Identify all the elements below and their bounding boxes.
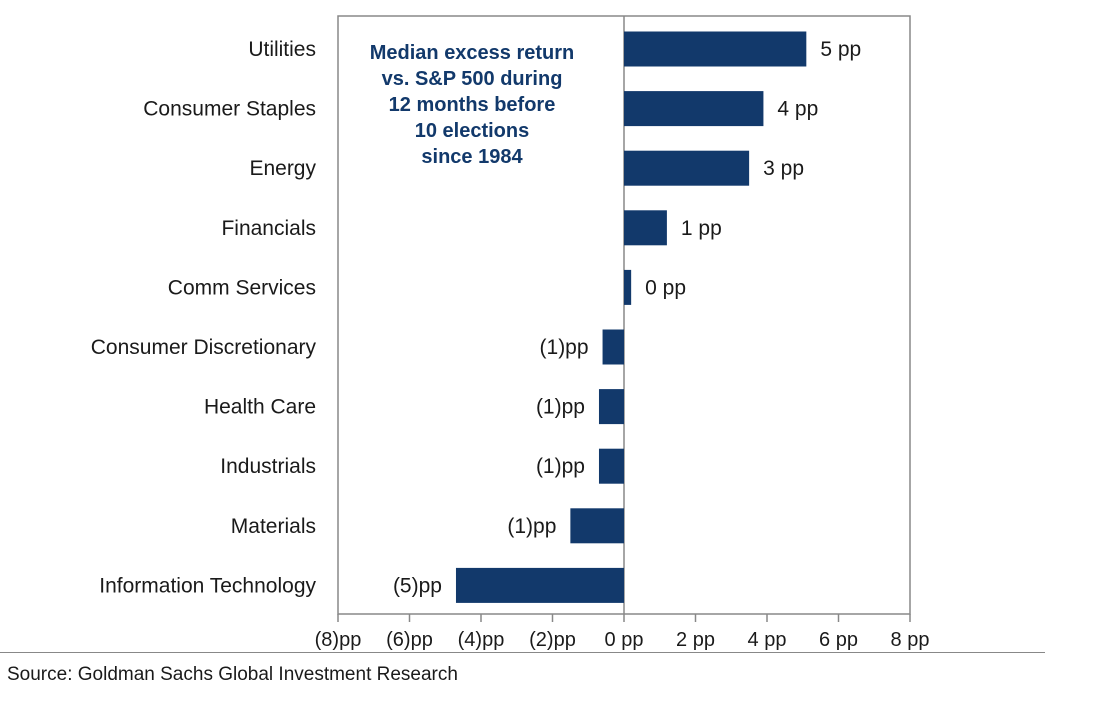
data-label: (1)pp xyxy=(536,455,585,478)
category-label: Consumer Staples xyxy=(143,98,316,121)
x-tick-label: 8 pp xyxy=(891,629,930,651)
data-label: 1 pp xyxy=(681,217,722,240)
bar xyxy=(624,210,667,246)
category-label: Comm Services xyxy=(168,276,316,299)
x-tick-label: 0 pp xyxy=(605,629,644,651)
bar xyxy=(624,150,750,186)
x-axis: (8)pp (6)pp (4)pp (2)pp 0 pp 2 pp 4 pp 6 pp 8 pp xyxy=(315,614,930,651)
data-label: (1)pp xyxy=(540,336,589,359)
category-label: Utilities xyxy=(248,38,316,61)
bars xyxy=(455,31,807,603)
data-label: 4 pp xyxy=(777,98,818,121)
data-label: 3 pp xyxy=(763,157,804,180)
annotation-line: 12 months before xyxy=(389,94,556,116)
annotation-line: since 1984 xyxy=(421,146,523,168)
data-label: (5)pp xyxy=(393,574,442,597)
source-note: Source: Goldman Sachs Global Investment … xyxy=(7,664,458,685)
category-labels: Utilities Consumer Staples Energy Financial… xyxy=(91,38,317,597)
bar xyxy=(598,448,624,484)
x-tick-label: (6)pp xyxy=(386,629,433,651)
annotation-line: vs. S&P 500 during xyxy=(382,68,563,90)
data-label: 0 pp xyxy=(645,276,686,299)
category-label: Information Technology xyxy=(99,574,316,597)
chart-annotation: Median excess return vs. S&P 500 during 12… xyxy=(370,42,575,168)
data-labels: 5 pp 4 pp 3 pp 1 pp 0 pp (1)pp (1)pp (1)pp (1)pp… xyxy=(393,38,861,597)
x-tick-label: 6 pp xyxy=(819,629,858,651)
annotation-line: 10 elections xyxy=(415,120,530,142)
bar xyxy=(598,389,624,425)
category-label: Energy xyxy=(249,157,316,180)
category-label: Consumer Discretionary xyxy=(91,336,317,359)
category-label: Health Care xyxy=(204,396,316,419)
chart: Utilities Consumer Staples Energy Financial… xyxy=(91,15,930,651)
category-label: Financials xyxy=(221,217,316,240)
bar xyxy=(602,329,624,365)
bar xyxy=(624,269,632,305)
category-label: Industrials xyxy=(220,455,316,478)
bar xyxy=(624,31,807,67)
category-label: Materials xyxy=(231,515,316,538)
x-tick-label: 4 pp xyxy=(748,629,787,651)
data-label: (1)pp xyxy=(536,396,585,419)
source-divider xyxy=(0,652,1045,653)
bar xyxy=(624,91,764,127)
bar xyxy=(570,508,624,544)
bar xyxy=(455,567,624,603)
x-tick-label: (8)pp xyxy=(315,629,362,651)
x-tick-label: 2 pp xyxy=(676,629,715,651)
x-tick-label: (2)pp xyxy=(529,629,576,651)
x-tick-label: (4)pp xyxy=(458,629,505,651)
annotation-line: Median excess return xyxy=(370,42,575,64)
data-label: 5 pp xyxy=(820,38,861,61)
data-label: (1)pp xyxy=(507,515,556,538)
